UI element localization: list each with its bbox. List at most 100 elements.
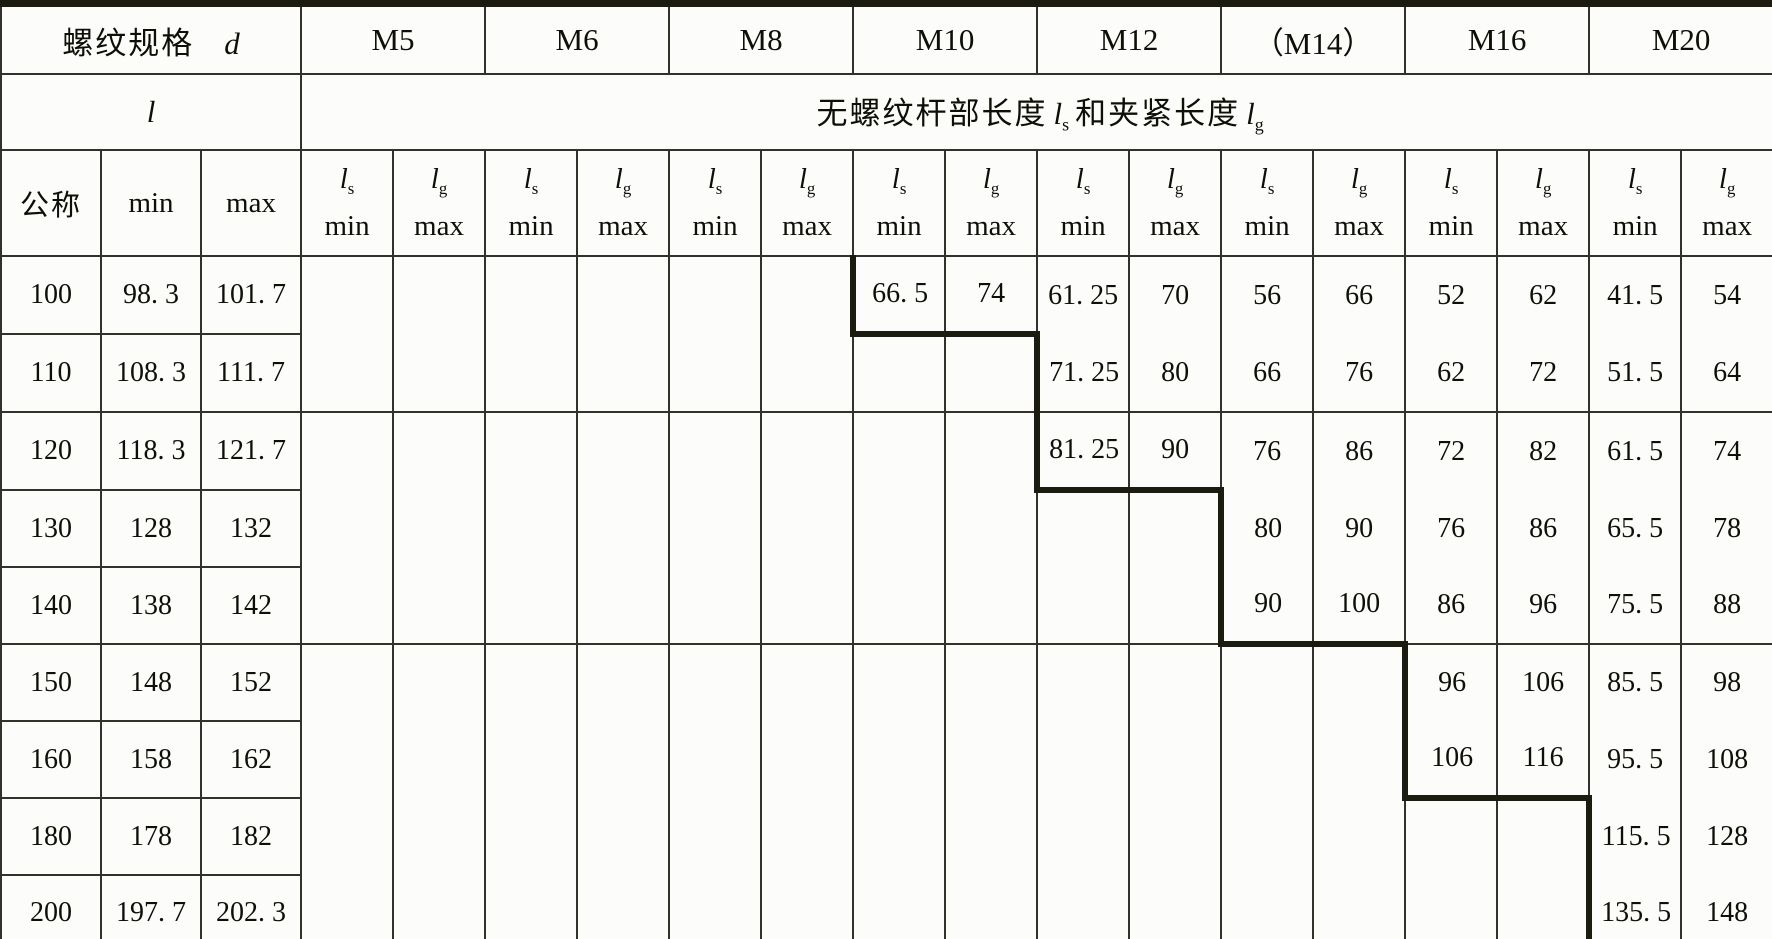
min-label: min [1060,209,1106,242]
strip-lg-sub: g [1254,114,1264,135]
table-cell [852,721,946,798]
table-cell [392,644,486,721]
table-cell: 150 [0,644,101,722]
table-cell [392,412,486,490]
table-cell [944,721,1038,798]
table-cell [1036,644,1130,721]
table-cell: 110 [0,334,101,413]
table-cell [760,567,854,645]
table-cell: 70 [1128,256,1222,334]
spec-var-d: d [224,25,240,61]
table-cell [668,412,762,490]
table-cell [300,721,394,798]
table-cell: 132 [199,490,302,568]
table-cell: 106 [1496,644,1590,721]
table-cell: 98. 3 [100,256,201,335]
table-cell [1128,490,1222,567]
strip-lg: l [1246,96,1255,132]
table-cell: 65. 5 [1588,490,1682,567]
ls-symbol: ls [891,163,907,199]
table-cell [484,875,578,939]
subheader-ls-min: ls min [484,150,578,257]
table-cell: 197. 7 [100,875,201,939]
min-label: min [508,209,554,242]
table-cell [944,490,1038,567]
table-cell: 78 [1680,490,1772,567]
size-header-m20: M20 [1588,3,1772,75]
ls-symbol: ls [1259,163,1275,199]
table-cell [760,256,854,334]
table-cell [1220,798,1314,875]
table-cell: 75. 5 [1588,567,1682,645]
table-cell [852,490,946,567]
table-cell [668,644,762,721]
subheader-lg-max: lg max [1312,150,1406,257]
table-cell: 76 [1220,412,1314,490]
table-cell: 162 [199,721,302,799]
max-label: max [1150,209,1201,242]
min-label: min [1612,209,1658,242]
table-cell [852,567,946,645]
ls-symbol: ls [1627,163,1643,199]
table-cell [760,334,854,413]
table-cell [668,567,762,645]
max-header: max [199,150,302,257]
subheader-ls-min: ls min [668,150,762,257]
table-cell: 66 [1220,334,1314,413]
table-cell: 62 [1496,256,1590,334]
table-cell [576,412,670,490]
table-cell: 148 [100,644,201,722]
table-cell: 160 [0,721,101,799]
max-label: max [782,209,833,242]
table-cell: 62 [1404,334,1498,413]
lg-symbol: lg [798,163,816,199]
table-cell [392,721,486,798]
table-cell: 66 [1312,256,1406,334]
table-cell [1496,875,1590,939]
subheader-lg-max: lg max [760,150,854,257]
min-label: min [324,209,370,242]
table-cell [576,798,670,875]
table-cell [1036,567,1130,645]
size-header-m16: M16 [1404,3,1590,75]
table-cell [852,334,946,413]
table-cell: 90 [1312,490,1406,567]
table-cell [760,875,854,939]
header-row-strip: l 无螺纹杆部长度 ls 和夹紧长度 lg [0,74,1772,151]
table-cell [1128,875,1222,939]
strip-part2: 和夹紧长度 [1075,96,1241,132]
ls-symbol: ls [1443,163,1459,199]
table-cell: 100 [0,256,101,335]
table-cell [760,412,854,490]
table-cell [852,644,946,721]
table-cell: 128 [100,490,201,568]
size-header-m10: M10 [852,3,1038,75]
table-cell: 120 [0,412,101,491]
table-cell: 90 [1218,567,1314,647]
subheader-ls-min: ls min [852,150,946,257]
nominal-header: 公称 [0,150,101,257]
size-header-m6: M6 [484,3,670,75]
table-cell: 200 [0,875,101,939]
size-header-m8: M8 [668,3,854,75]
table-cell: 80 [1128,334,1222,413]
subheader-ls-min: ls min [1588,150,1682,257]
table-cell [300,875,394,939]
subheader-ls-min: ls min [1220,150,1314,257]
table-cell [1128,798,1222,875]
table-cell [300,644,394,721]
spec-header-cell: 螺纹规格 d [0,3,302,75]
table-cell [392,490,486,567]
table-cell [484,721,578,798]
table-cell [484,256,578,334]
table-cell: 61. 5 [1588,412,1682,490]
table-cell: 76 [1404,490,1498,567]
table-cell [392,567,486,645]
table-cell [300,334,394,413]
table-cell: 182 [199,798,302,876]
table-cell [1220,644,1314,721]
table-cell [484,644,578,721]
table-row: 100 98. 3 101. 7 66. 5 74 61. 25 70 56 6… [0,256,1772,337]
min-label: min [1244,209,1290,242]
